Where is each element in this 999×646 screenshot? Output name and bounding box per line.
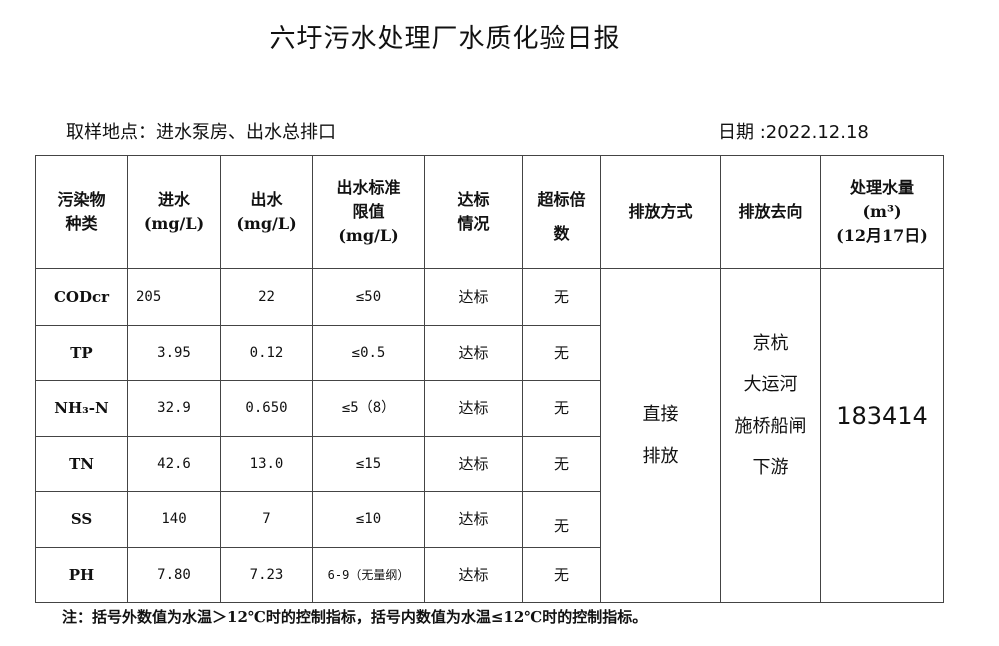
discharge-destination: 京杭 大运河 施桥船闸 下游 bbox=[720, 268, 821, 603]
status-value: 达标 bbox=[424, 491, 523, 548]
status-value: 达标 bbox=[424, 325, 523, 381]
header-inflow: 进水 (mg/L) bbox=[127, 155, 221, 269]
water-quality-table: 污染物 种类 进水 (mg/L) 出水 (mg/L) 出水标准 限值 (mg/L) 达标情… bbox=[35, 155, 944, 603]
inflow-value: 140 bbox=[127, 491, 221, 548]
outflow-value: 7 bbox=[220, 491, 313, 548]
exceed-value: 无 bbox=[522, 491, 601, 548]
status-value: 达标 bbox=[424, 547, 523, 603]
header-outflow: 出水 (mg/L) bbox=[220, 155, 313, 269]
limit-value: ≤50 bbox=[312, 268, 425, 326]
discharge-method: 直接 排放 bbox=[600, 268, 721, 603]
exceed-value: 无 bbox=[522, 268, 601, 326]
report-date: 日期 :2022.12.18 bbox=[718, 122, 869, 143]
pollutant-name: NH₃-N bbox=[35, 380, 128, 437]
exceed-value: 无 bbox=[522, 325, 601, 381]
exceed-value: 无 bbox=[522, 436, 601, 492]
header-pollutant: 污染物 种类 bbox=[35, 155, 128, 269]
report-title: 六圩污水处理厂水质化验日报 bbox=[269, 24, 621, 54]
pollutant-name: SS bbox=[35, 491, 128, 548]
inflow-value: 32.9 bbox=[127, 380, 221, 437]
pollutant-name: TN bbox=[35, 436, 128, 492]
pollutant-name: CODcr bbox=[35, 268, 128, 326]
header-method: 排放方式 bbox=[600, 155, 721, 269]
header-row: 污染物 种类 进水 (mg/L) 出水 (mg/L) 出水标准 限值 (mg/L) 达标情… bbox=[35, 155, 944, 269]
exceed-value: 无 bbox=[522, 547, 601, 603]
table-row: NH₃-N 32.9 0.650 ≤5（8） 达标 无 bbox=[35, 380, 944, 437]
pollutant-name: TP bbox=[35, 325, 128, 381]
limit-value: ≤0.5 bbox=[312, 325, 425, 381]
outflow-value: 7.23 bbox=[220, 547, 313, 603]
table-row: CODcr 205 22 ≤50 达标 无 直接 排放 京杭 大运河 施桥船闸 下游 1… bbox=[35, 268, 944, 603]
header-exceed: 超标倍数 bbox=[522, 155, 601, 269]
outflow-value: 22 bbox=[220, 268, 313, 326]
outflow-value: 0.12 bbox=[220, 325, 313, 381]
limit-value: 6-9（无量纲） bbox=[312, 547, 425, 603]
inflow-value: 3.95 bbox=[127, 325, 221, 381]
table-row: SS 140 7 ≤10 达标 无 bbox=[35, 491, 944, 548]
status-value: 达标 bbox=[424, 268, 523, 326]
header-status: 达标 情况 bbox=[424, 155, 523, 269]
header-limit: 出水标准 限值 (mg/L) bbox=[312, 155, 425, 269]
status-value: 达标 bbox=[424, 436, 523, 492]
inflow-value: 7.80 bbox=[127, 547, 221, 603]
outflow-value: 13.0 bbox=[220, 436, 313, 492]
inflow-value: 205 bbox=[127, 268, 221, 326]
footnote: 注：括号外数值为水温＞12℃时的控制指标，括号内数值为水温≤12℃时的控制指标。 bbox=[62, 608, 648, 626]
limit-value: ≤5（8） bbox=[312, 380, 425, 437]
table-row: PH 7.80 7.23 6-9（无量纲） 达标 无 bbox=[35, 547, 944, 603]
outflow-value: 0.650 bbox=[220, 380, 313, 437]
limit-value: ≤10 bbox=[312, 491, 425, 548]
status-value: 达标 bbox=[424, 380, 523, 437]
header-destination: 排放去向 bbox=[720, 155, 821, 269]
limit-value: ≤15 bbox=[312, 436, 425, 492]
treated-volume: 183414 bbox=[820, 268, 944, 603]
sampling-location: 取样地点：进水泵房、出水总排口 bbox=[66, 122, 336, 143]
exceed-value: 无 bbox=[522, 380, 601, 437]
table-row: TN 42.6 13.0 ≤15 达标 无 bbox=[35, 436, 944, 492]
header-volume: 处理水量 (m³) (12月17日) bbox=[820, 155, 944, 269]
inflow-value: 42.6 bbox=[127, 436, 221, 492]
pollutant-name: PH bbox=[35, 547, 128, 603]
table-row: TP 3.95 0.12 ≤0.5 达标 无 bbox=[35, 325, 944, 381]
